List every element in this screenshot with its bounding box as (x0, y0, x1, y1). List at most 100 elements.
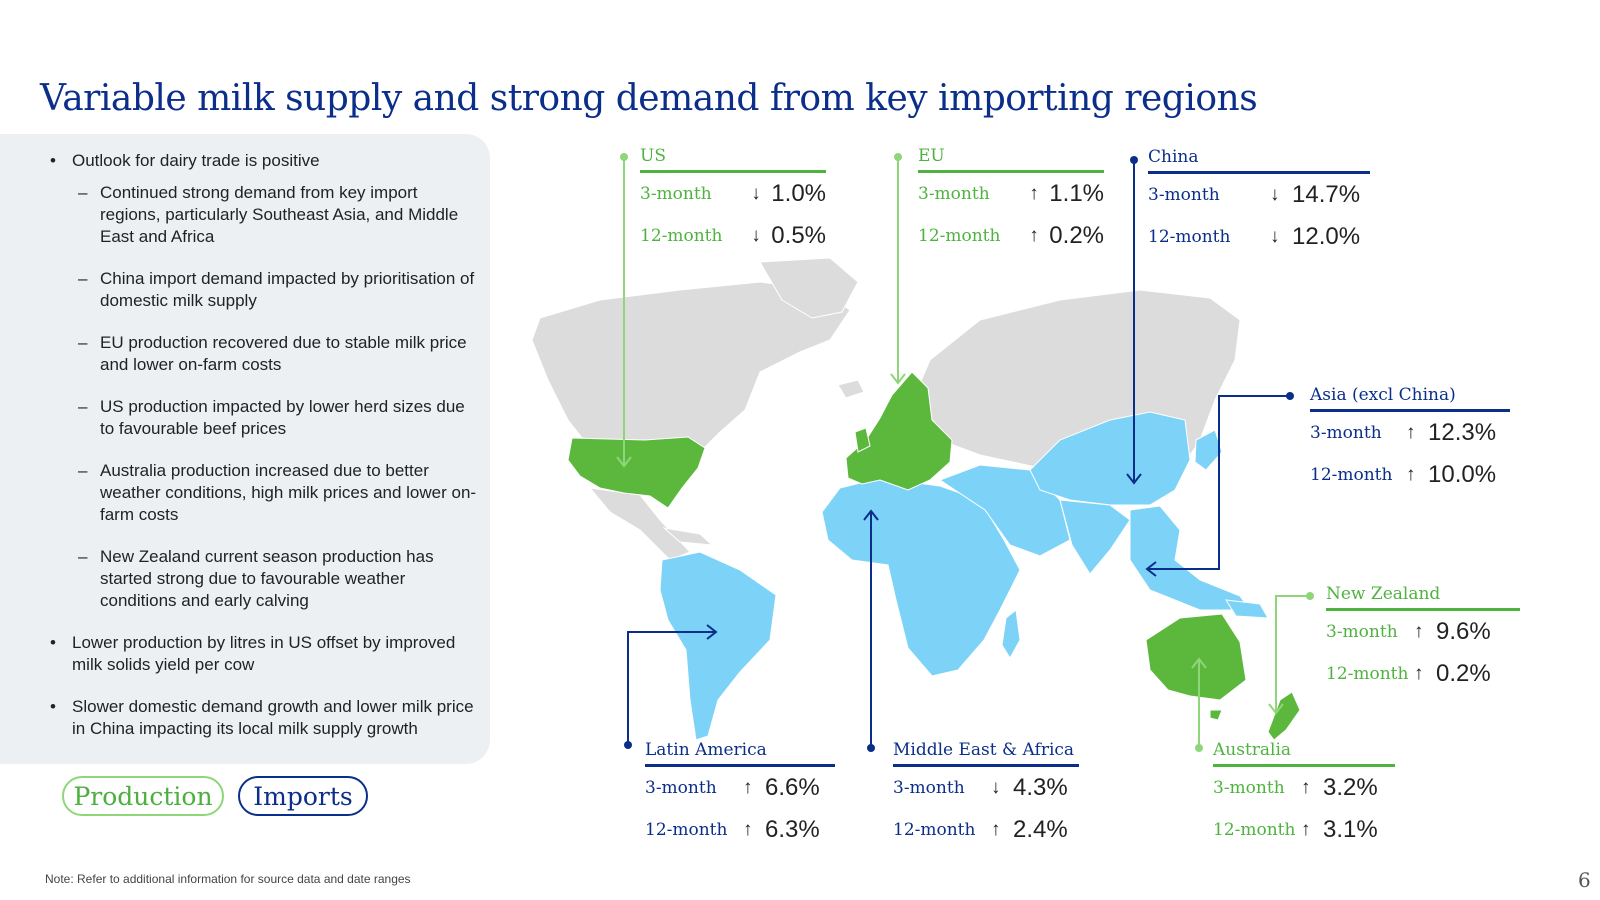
sub-bullet: Australia production increased due to be… (48, 460, 478, 526)
arrow-up-icon: ↑ (991, 819, 1001, 840)
period-label: 3-month (1326, 622, 1398, 642)
arrowhead-china (1126, 473, 1142, 485)
arrow-down-icon: ↓ (751, 183, 761, 204)
stat-row-12m: 12-month ↑ 6.3% (645, 809, 835, 851)
land-latin-america (659, 551, 777, 741)
arrow-down-icon: ↓ (1270, 184, 1280, 205)
arrowheads-production (616, 373, 1284, 715)
stat-row-3m: 3-month ↑ 12.3% (1310, 412, 1510, 454)
connector-dots-production (620, 153, 1314, 752)
region-box-mea: Middle East & Africa 3-month ↓ 4.3% 12-m… (893, 738, 1079, 851)
sub-bullet: EU production recovered due to stable mi… (48, 332, 478, 376)
stat-value: 9.6% (1436, 618, 1491, 645)
arrow-up-icon: ↑ (1301, 819, 1311, 840)
arrow-up-icon: ↑ (1414, 621, 1424, 642)
arrow-up-icon: ↑ (743, 819, 753, 840)
stat-row-12m: 12-month ↑ 2.4% (893, 809, 1079, 851)
connectors-imports (627, 160, 1290, 748)
sub-bullet: Continued strong demand from key import … (48, 182, 478, 248)
connector-nz (1275, 595, 1310, 712)
stat-value: 3.2% (1323, 774, 1378, 801)
legend-production: Production (62, 776, 224, 816)
arrow-up-icon: ↑ (1406, 464, 1416, 485)
arrow-down-icon: ↓ (751, 225, 761, 246)
period-label: 3-month (645, 778, 717, 798)
stat-row-12m: 12-month ↑ 0.2% (1326, 653, 1520, 695)
connector-dot-nz (1306, 592, 1314, 600)
land-south-asia (1059, 499, 1131, 575)
stat-value: 1.0% (771, 180, 826, 207)
sub-bullet: New Zealand current season production ha… (48, 546, 478, 612)
arrowhead-us (616, 456, 632, 468)
land-png (1225, 599, 1269, 619)
land-southeast-asia (1129, 505, 1251, 611)
period-label: 3-month (1310, 423, 1382, 443)
sub-bullet: US production impacted by lower herd siz… (48, 396, 478, 440)
land-middle-east (938, 464, 1071, 557)
land-eu (845, 371, 953, 491)
stat-row-3m: 3-month ↓ 1.0% (640, 173, 826, 215)
region-rule (640, 170, 826, 173)
land-production (567, 371, 1301, 741)
stat-value: 3.1% (1323, 816, 1378, 843)
stat-value: 0.2% (1436, 660, 1491, 687)
period-label: 12-month (640, 226, 723, 246)
stat-row-12m: 12-month ↑ 3.1% (1213, 809, 1395, 851)
period-label: 12-month (893, 820, 976, 840)
connector-dot-latam (624, 741, 632, 749)
region-box-asia: Asia (excl China) 3-month ↑ 12.3% 12-mon… (1310, 383, 1510, 496)
stat-value: 14.7% (1292, 181, 1361, 208)
page-title: Variable milk supply and strong demand f… (40, 78, 1258, 119)
arrowhead-nz (1268, 703, 1284, 715)
stat-value: 0.5% (771, 222, 826, 249)
land-greenland (759, 257, 859, 319)
region-name-latam: Latin America (645, 740, 767, 760)
legend-imports: Imports (238, 776, 368, 816)
arrow-up-icon: ↑ (1029, 183, 1039, 204)
connector-dot-china (1130, 156, 1138, 164)
stat-row-3m: 3-month ↑ 3.2% (1213, 767, 1395, 809)
arrowhead-latam (706, 624, 718, 640)
stat-value: 12.0% (1292, 223, 1361, 250)
stat-value: 6.3% (765, 816, 820, 843)
period-label: 12-month (1326, 664, 1409, 684)
region-name-us: US (640, 146, 666, 166)
land-tasmania (1209, 709, 1223, 721)
stat-value: 6.6% (765, 774, 820, 801)
stat-row-3m: 3-month ↑ 6.6% (645, 767, 835, 809)
connector-dot-us (620, 153, 628, 161)
stat-row-3m: 3-month ↑ 9.6% (1326, 611, 1520, 653)
arrow-up-icon: ↑ (1414, 663, 1424, 684)
connector-dot-au (1195, 744, 1203, 752)
stat-row-12m: 12-month ↓ 0.5% (640, 215, 826, 257)
land-china (1029, 411, 1191, 506)
region-box-eu: EU 3-month ↑ 1.1% 12-month ↑ 0.2% (918, 144, 1104, 257)
connector-dot-asia (1286, 392, 1294, 400)
land-caribbean (662, 527, 714, 546)
arrowhead-mea (863, 509, 879, 521)
stat-value: 2.4% (1013, 816, 1068, 843)
sub-bullet: China import demand impacted by prioriti… (48, 268, 478, 312)
period-label: 12-month (1213, 820, 1296, 840)
bullet: Slower domestic demand growth and lower … (48, 696, 478, 740)
stat-value: 10.0% (1428, 461, 1497, 488)
page-number: 6 (1578, 868, 1591, 892)
connector-asia (1148, 395, 1290, 570)
arrow-up-icon: ↑ (743, 777, 753, 798)
commentary-bullets: Outlook for dairy trade is positive Cont… (48, 150, 478, 760)
arrowhead-eu (890, 373, 906, 385)
connector-dot-mea (867, 744, 875, 752)
region-name-china: China (1148, 147, 1199, 167)
period-label: 12-month (1148, 227, 1231, 247)
period-label: 3-month (1148, 185, 1220, 205)
land-imports (659, 411, 1269, 741)
region-rule (1310, 409, 1510, 412)
stat-row-3m: 3-month ↑ 1.1% (918, 173, 1104, 215)
footnote: Note: Refer to additional information fo… (45, 872, 411, 886)
region-box-latam: Latin America 3-month ↑ 6.6% 12-month ↑ … (645, 738, 835, 851)
region-name-au: Australia (1213, 740, 1292, 760)
stat-value: 0.2% (1049, 222, 1104, 249)
period-label: 12-month (645, 820, 728, 840)
region-rule (645, 764, 835, 767)
